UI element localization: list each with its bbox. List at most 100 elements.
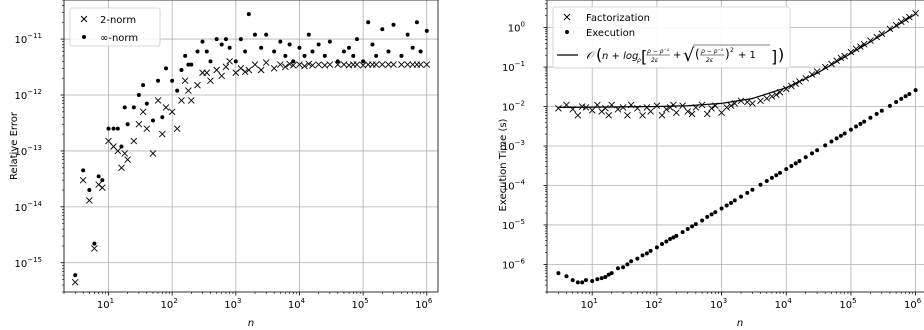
right-x-marker-point [703, 110, 711, 118]
right-dot-marker-point [709, 212, 714, 217]
left-dot-marker-point [144, 101, 149, 106]
left-y-tick-label: 10−12 [14, 88, 42, 102]
left-dot-marker-point [233, 59, 238, 64]
right-dot-marker-point [913, 88, 918, 93]
svg-text:+: + [673, 50, 681, 61]
right-dot-marker-point [750, 187, 755, 192]
right-dot-marker-point [603, 274, 608, 279]
left-x-marker-point [251, 61, 259, 68]
left-x-marker-point [378, 61, 386, 68]
left-dot-marker-point [179, 67, 184, 72]
right-dot-marker-point [899, 96, 904, 101]
left-dot-marker-point [351, 53, 356, 58]
left-dot-marker-point [366, 20, 371, 25]
svg-text:[: [ [641, 47, 647, 66]
right-dot-marker-point [575, 280, 580, 285]
right-x-marker-point [605, 111, 613, 119]
right-dot-marker-point [690, 224, 695, 229]
left-x-marker-point [372, 61, 380, 68]
right-dot-marker-point [625, 262, 630, 267]
left-dot-marker-point [73, 273, 78, 278]
left-y-axis-label: Relative Error [9, 111, 20, 180]
left-x-marker-point [282, 63, 289, 71]
left-x-marker-point [158, 130, 166, 138]
right-x-marker-point [653, 102, 661, 110]
right-x-marker-point [688, 110, 696, 118]
left-x-marker-point [71, 278, 79, 286]
right-dot-marker-point [685, 226, 690, 231]
left-x-marker-point [237, 65, 245, 72]
left-dot-marker-point [370, 42, 375, 47]
left-dot-marker-point [96, 174, 101, 179]
left-dot-marker-point [418, 49, 423, 54]
big-o-formula: 𝒪 ( n + log ρ [ ρ − ρ⁻¹ 2ε + √ ( ρ − ρ⁻¹… [586, 44, 784, 66]
left-dot-marker-point [92, 241, 97, 246]
right-dot-marker-point [789, 163, 794, 168]
right-x-marker-point [768, 93, 776, 100]
left-x-marker-point [213, 66, 220, 74]
left-dot-marker-point [195, 49, 200, 54]
right-dot-marker-point [606, 272, 611, 277]
left-x-tick-label: 106 [415, 297, 433, 311]
right-dot-marker-point [599, 276, 604, 281]
left-dot-marker-point [335, 59, 340, 64]
svg-text:𝒪: 𝒪 [586, 49, 596, 62]
right-dot-marker-point [671, 235, 676, 240]
left-x-marker-point [168, 108, 176, 116]
left-dot-marker-point [87, 188, 92, 193]
right-dot-marker-point [803, 155, 808, 160]
left-x-tick-label: 103 [224, 297, 241, 311]
right-x-marker-point [727, 102, 735, 110]
left-x-marker-point [245, 66, 253, 74]
right-dot-marker-point [797, 159, 802, 164]
right-dot-marker-point [842, 131, 847, 136]
svg-text:ρ: ρ [637, 57, 641, 64]
right-x-marker-point [723, 104, 731, 111]
right-y-tick-label: 10−1 [502, 60, 525, 74]
left-dot-marker-point [223, 37, 228, 42]
left-dot-marker-point [119, 144, 124, 149]
right-dot-marker-point [580, 280, 585, 285]
right-dot-marker-point [635, 256, 640, 261]
left-dot-marker-point [374, 53, 379, 58]
right-x-ticks: 101 102 103 104 105 106 [546, 292, 922, 311]
left-dot-marker-point [238, 37, 243, 42]
left-x-marker-point [79, 176, 87, 184]
right-x-marker-point [602, 105, 609, 112]
svg-text:+ 1: + 1 [738, 50, 756, 61]
left-x-marker-point [118, 164, 125, 172]
left-x-marker-point [423, 61, 431, 68]
right-dot-marker-point [654, 245, 659, 250]
right-x-tick-label: 106 [904, 297, 922, 311]
right-dot-marker-point [732, 198, 737, 203]
right-dot-marker-point [854, 124, 859, 129]
right-x-marker-point [663, 105, 670, 113]
right-dot-marker-point [570, 278, 575, 283]
left-dot-marker-point [306, 32, 311, 37]
left-x-marker-point [301, 62, 308, 70]
right-dot-marker-point [838, 133, 843, 138]
svg-text:2ε: 2ε [706, 57, 714, 64]
right-dot-marker-point [784, 167, 789, 172]
left-x-marker-point [154, 97, 162, 104]
left-dot-marker-point [170, 78, 175, 83]
left-x-marker-point [276, 61, 284, 68]
left-x-marker-point [222, 63, 230, 71]
right-dot-marker-point [894, 100, 899, 105]
left-legend-label-infnorm: ∞-norm [100, 33, 138, 44]
left-x-marker-point [185, 87, 192, 94]
left-dot-marker-point [278, 39, 283, 44]
right-legend: Factorization Execution 𝒪 ( n + log ρ [ … [552, 6, 791, 69]
left-dot-marker-point [283, 53, 288, 58]
right-dot-marker-point [729, 200, 734, 205]
left-x-marker-point [398, 61, 405, 68]
left-dot-marker-point [246, 12, 251, 17]
right-bound-line [558, 13, 916, 108]
left-dot-marker-point [100, 178, 105, 183]
left-x-marker-point [139, 108, 147, 116]
right-legend-label-factorization: Factorization [586, 13, 650, 24]
right-x-marker-point [588, 107, 596, 114]
left-x-marker-point [385, 61, 392, 68]
left-x-tick-label: 104 [288, 297, 306, 311]
left-x-marker-point [257, 66, 265, 74]
